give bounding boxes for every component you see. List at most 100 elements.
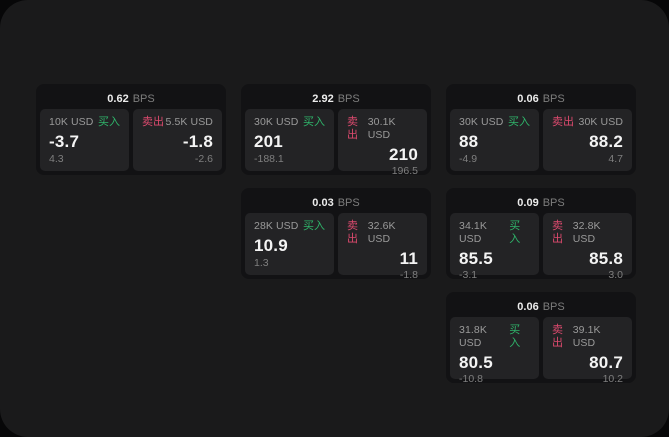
sell-sub-value: -2.6 — [194, 153, 213, 165]
buy-panel[interactable]: 10K USD 买入 -3.7 4.3 — [40, 109, 129, 171]
quote-card: 0.06 BPS 30K USD 买入 88 -4.9 卖出 30K USD 8… — [446, 84, 636, 175]
buy-size: 30K USD — [254, 116, 299, 128]
buy-price: -3.7 — [49, 132, 80, 151]
buy-panel[interactable]: 28K USD 买入 10.9 1.3 — [245, 213, 334, 275]
bps-value: 0.03 — [312, 196, 334, 209]
bps-unit-label: BPS — [542, 196, 565, 209]
buy-sub-value: 4.3 — [49, 153, 64, 165]
sell-label: 卖出 — [552, 324, 563, 349]
buy-price: 201 — [254, 132, 283, 151]
sell-panel-header: 卖出 5.5K USD — [142, 116, 213, 129]
buy-label: 买入 — [303, 116, 325, 128]
sell-label: 卖出 — [347, 116, 358, 141]
sell-panel[interactable]: 卖出 5.5K USD -1.8 -2.6 — [133, 109, 222, 171]
buy-panel-header: 30K USD 买入 — [254, 116, 325, 129]
bps-unit-label: BPS — [542, 92, 565, 105]
quote-card: 0.03 BPS 28K USD 买入 10.9 1.3 卖出 32.6K US… — [241, 188, 431, 281]
buy-price: 80.5 — [459, 353, 493, 372]
buy-sub-value: -188.1 — [254, 153, 284, 165]
buy-panel-header: 34.1K USD 买入 — [459, 220, 530, 246]
sell-size: 30.1K USD — [367, 116, 396, 141]
sell-price: 11 — [399, 249, 418, 268]
buy-panel-header: 10K USD 买入 — [49, 116, 120, 129]
bps-value: 0.09 — [517, 196, 539, 209]
sell-panel-header: 卖出 30.1K USD — [347, 116, 418, 142]
buy-price: 10.9 — [254, 236, 288, 255]
bid-ask-panels: 30K USD 买入 201 -188.1 卖出 30.1K USD 210 1… — [245, 109, 427, 177]
buy-panel[interactable]: 30K USD 买入 201 -188.1 — [245, 109, 334, 171]
bps-unit-label: BPS — [337, 92, 360, 105]
sell-panel[interactable]: 卖出 30K USD 88.2 4.7 — [543, 109, 632, 171]
sell-price: 85.8 — [589, 249, 623, 268]
sell-panel-header: 卖出 32.8K USD — [552, 220, 623, 246]
card-header: 0.06 BPS — [450, 296, 632, 317]
card-header: 2.92 BPS — [245, 88, 427, 109]
bps-unit-label: BPS — [337, 196, 360, 209]
sell-label: 卖出 — [552, 220, 563, 245]
buy-size: 10K USD — [49, 116, 94, 128]
card-header: 0.06 BPS — [450, 88, 632, 109]
sell-panel[interactable]: 卖出 32.6K USD 11 -1.8 — [338, 213, 427, 281]
sell-label: 卖出 — [552, 116, 574, 128]
bps-value: 0.62 — [107, 92, 129, 105]
sell-sub-value: 3.0 — [608, 269, 623, 281]
quote-card: 0.06 BPS 31.8K USD 买入 80.5 -10.8 卖出 39.1… — [446, 292, 636, 385]
buy-label: 买入 — [303, 220, 325, 232]
card-header: 0.03 BPS — [245, 192, 427, 213]
buy-panel[interactable]: 30K USD 买入 88 -4.9 — [450, 109, 539, 171]
sell-panel[interactable]: 卖出 30.1K USD 210 196.5 — [338, 109, 427, 177]
sell-panel-header: 卖出 39.1K USD — [552, 324, 623, 350]
quote-card: 2.92 BPS 30K USD 买入 201 -188.1 卖出 30.1K … — [241, 84, 431, 177]
sell-label: 卖出 — [142, 116, 164, 128]
buy-panel[interactable]: 31.8K USD 买入 80.5 -10.8 — [450, 317, 539, 385]
bid-ask-panels: 28K USD 买入 10.9 1.3 卖出 32.6K USD 11 -1.8 — [245, 213, 427, 281]
buy-sub-value: -4.9 — [459, 153, 478, 165]
buy-panel[interactable]: 34.1K USD 买入 85.5 -3.1 — [450, 213, 539, 281]
bps-value: 0.06 — [517, 300, 539, 313]
sell-sub-value: -1.8 — [399, 269, 418, 281]
sell-panel-header: 卖出 30K USD — [552, 116, 623, 129]
quote-card: 0.62 BPS 10K USD 买入 -3.7 4.3 卖出 5.5K USD… — [36, 84, 226, 175]
sell-sub-value: 4.7 — [608, 153, 623, 165]
sell-price: 210 — [389, 145, 418, 164]
quote-cards-grid: 0.62 BPS 10K USD 买入 -3.7 4.3 卖出 5.5K USD… — [36, 84, 636, 385]
sell-size: 39.1K USD — [572, 324, 601, 349]
sell-size: 30K USD — [578, 116, 623, 128]
buy-label: 买入 — [508, 116, 530, 128]
bps-value: 0.06 — [517, 92, 539, 105]
bid-ask-panels: 34.1K USD 买入 85.5 -3.1 卖出 32.8K USD 85.8… — [450, 213, 632, 281]
buy-panel-header: 30K USD 买入 — [459, 116, 530, 129]
quote-card: 0.09 BPS 34.1K USD 买入 85.5 -3.1 卖出 32.8K… — [446, 188, 636, 281]
sell-price: 88.2 — [589, 132, 623, 151]
buy-panel-header: 28K USD 买入 — [254, 220, 325, 233]
sell-size: 32.6K USD — [367, 220, 396, 245]
sell-panel-header: 卖出 32.6K USD — [347, 220, 418, 246]
buy-size: 28K USD — [254, 220, 299, 232]
buy-size: 30K USD — [459, 116, 504, 128]
buy-size: 31.8K USD — [459, 324, 487, 349]
card-header: 0.09 BPS — [450, 192, 632, 213]
buy-sub-value: -3.1 — [459, 269, 478, 281]
buy-label: 买入 — [509, 220, 521, 245]
buy-label: 买入 — [509, 324, 521, 349]
sell-label: 卖出 — [347, 220, 358, 245]
sell-size: 32.8K USD — [572, 220, 601, 245]
sell-size: 5.5K USD — [165, 116, 213, 128]
sell-sub-value: 10.2 — [602, 373, 623, 385]
buy-sub-value: -10.8 — [459, 373, 483, 385]
buy-label: 买入 — [98, 116, 120, 128]
sell-sub-value: 196.5 — [391, 165, 418, 177]
bid-ask-panels: 31.8K USD 买入 80.5 -10.8 卖出 39.1K USD 80.… — [450, 317, 632, 385]
buy-panel-header: 31.8K USD 买入 — [459, 324, 530, 350]
sell-price: -1.8 — [182, 132, 213, 151]
bps-value: 2.92 — [312, 92, 334, 105]
sell-panel[interactable]: 卖出 39.1K USD 80.7 10.2 — [543, 317, 632, 385]
card-header: 0.62 BPS — [40, 88, 222, 109]
bid-ask-panels: 10K USD 买入 -3.7 4.3 卖出 5.5K USD -1.8 -2.… — [40, 109, 222, 171]
buy-price: 88 — [459, 132, 479, 151]
buy-size: 34.1K USD — [459, 220, 487, 245]
buy-sub-value: 1.3 — [254, 257, 269, 269]
bps-unit-label: BPS — [132, 92, 155, 105]
sell-panel[interactable]: 卖出 32.8K USD 85.8 3.0 — [543, 213, 632, 281]
